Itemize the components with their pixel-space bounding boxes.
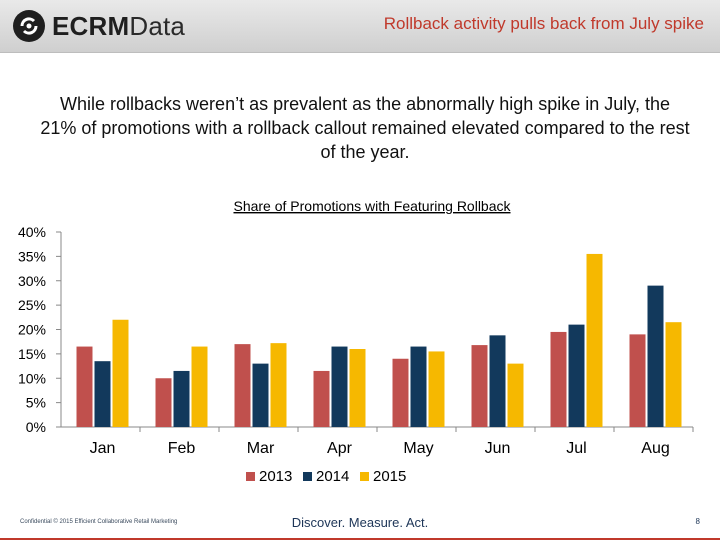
y-tick-label: 35% xyxy=(18,248,46,264)
bar-2015-jun xyxy=(507,363,524,427)
x-tick-label: Apr xyxy=(327,440,353,457)
x-tick-label: Aug xyxy=(641,440,669,457)
bar-2014-jan xyxy=(94,361,111,427)
logo-text: ECRMData xyxy=(52,11,185,42)
bar-2014-aug xyxy=(647,285,664,427)
bar-2013-aug xyxy=(629,334,646,427)
legend-swatch-2013 xyxy=(246,472,255,481)
legend-label-2015: 2015 xyxy=(373,468,406,485)
bar-2014-feb xyxy=(173,370,190,427)
bar-2013-jul xyxy=(550,331,567,427)
x-tick-label: May xyxy=(403,440,433,457)
bar-2014-apr xyxy=(331,346,348,427)
header-bar: ECRMData Rollback activity pulls back fr… xyxy=(0,0,720,53)
footer-tagline: Discover. Measure. Act. xyxy=(291,515,429,530)
bar-2013-feb xyxy=(155,378,172,427)
y-tick-label: 10% xyxy=(18,370,46,386)
slide-title: Rollback activity pulls back from July s… xyxy=(383,14,704,33)
bar-2013-mar xyxy=(234,344,251,427)
y-tick-label: 0% xyxy=(26,419,46,435)
y-axis-ticks: 0% 5% 10% 15% 20% 25% 30% 35% 40% xyxy=(18,224,61,435)
x-axis-labels: Jan Feb Mar Apr May Jun Jul Aug xyxy=(90,427,694,457)
y-tick-label: 5% xyxy=(26,395,46,411)
y-tick-label: 20% xyxy=(18,322,46,338)
bar-2015-may xyxy=(428,351,445,427)
y-tick-label: 30% xyxy=(18,273,46,289)
x-tick-label: Jul xyxy=(566,440,586,457)
bar-2013-jan xyxy=(76,346,93,427)
bar-2014-may xyxy=(410,346,427,427)
bar-2015-feb xyxy=(191,346,208,427)
y-tick-label: 40% xyxy=(18,224,46,240)
x-tick-label: Mar xyxy=(247,440,275,457)
chart-bars xyxy=(76,253,682,427)
bar-2014-jul xyxy=(568,324,585,427)
legend-label-2014: 2014 xyxy=(316,468,349,485)
legend-swatch-2014 xyxy=(303,472,312,481)
bar-2015-mar xyxy=(270,343,287,427)
x-tick-label: Jan xyxy=(90,440,116,457)
bar-2015-aug xyxy=(665,322,682,427)
legend-label-2013: 2013 xyxy=(259,468,292,485)
chart-legend: 2013 2014 2015 xyxy=(246,468,406,485)
y-tick-label: 25% xyxy=(18,297,46,313)
logo: ECRMData xyxy=(12,8,185,44)
chart-title: Share of Promotions with Featuring Rollb… xyxy=(233,198,511,214)
footer-confidential: Confidential © 2015 Efficient Collaborat… xyxy=(20,519,178,525)
logo-text-light: Data xyxy=(129,10,186,41)
bar-chart: Share of Promotions with Featuring Rollb… xyxy=(18,198,694,485)
bar-2013-apr xyxy=(313,370,330,427)
legend-swatch-2015 xyxy=(360,472,369,481)
bar-2014-jun xyxy=(489,335,506,427)
bar-2013-may xyxy=(392,358,409,427)
footer-divider xyxy=(0,538,720,540)
ecrm-logo-icon xyxy=(13,10,45,42)
bar-2015-apr xyxy=(349,349,366,427)
intro-text: While rollbacks weren’t as prevalent as … xyxy=(40,94,690,162)
x-tick-label: Jun xyxy=(485,440,511,457)
logo-text-strong: ECRM xyxy=(52,10,130,41)
page-number: 8 xyxy=(695,517,700,526)
bar-2015-jan xyxy=(112,319,129,427)
x-tick-label: Feb xyxy=(168,440,196,457)
y-tick-label: 15% xyxy=(18,346,46,362)
bar-2015-jul xyxy=(586,253,603,427)
bar-2014-mar xyxy=(252,363,269,427)
bar-2013-jun xyxy=(471,345,488,427)
